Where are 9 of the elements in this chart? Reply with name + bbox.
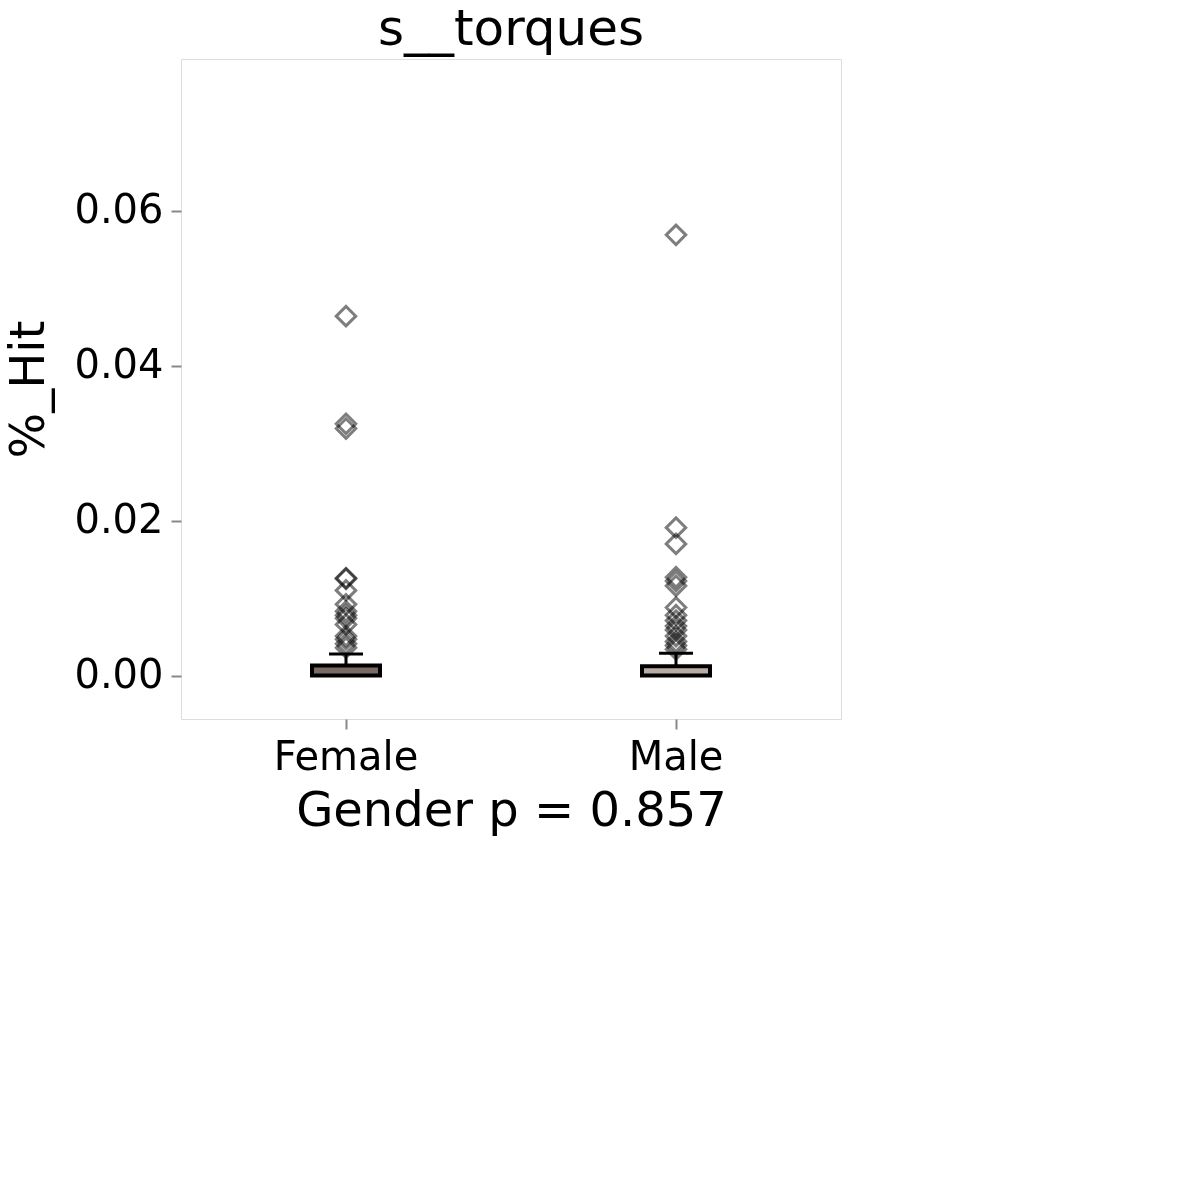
y-tick-label: 0.02 <box>74 496 164 543</box>
y-tick-label: 0.00 <box>74 651 164 698</box>
x-axis-title: Gender p = 0.857 <box>296 780 727 837</box>
chart-title: s__torques <box>377 0 645 57</box>
x-tick-label: Male <box>628 732 724 779</box>
x-tick-label: Female <box>273 732 419 779</box>
y-tick-label: 0.06 <box>74 186 164 233</box>
y-tick-label: 0.04 <box>74 341 164 388</box>
y-axis-title: %_Hit <box>0 320 56 459</box>
